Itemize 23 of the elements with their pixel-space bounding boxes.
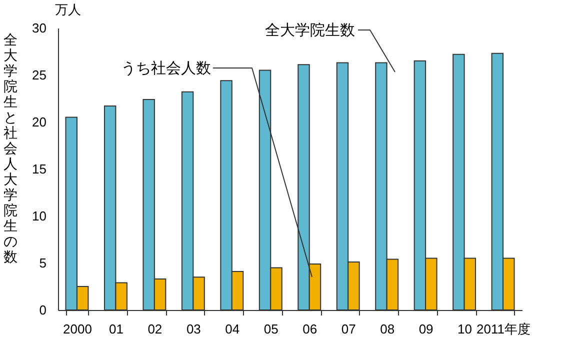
y-tick-label: 15: [32, 162, 46, 176]
y-tick-label: 0: [39, 302, 46, 318]
x-tick-label: 01: [108, 322, 124, 336]
x-tick-label: 04: [225, 322, 240, 336]
x-tick-label: 2000: [63, 322, 92, 336]
y-tick-label: 20: [32, 114, 46, 130]
y-tick-label: 5: [39, 256, 46, 270]
text: うち社会人数: [121, 60, 211, 77]
x-tick-label: 07: [341, 322, 356, 336]
text: 万人: [55, 2, 81, 17]
series-label: 全大学院生数: [265, 22, 355, 39]
x-tick-label: 09: [418, 322, 434, 336]
x-tick-label: 2011年度: [476, 322, 531, 336]
x-tick-label: 02: [148, 322, 162, 336]
x-tick-label: 10: [458, 322, 472, 336]
x-tick-label: 08: [380, 322, 395, 336]
x-tick-label: 03: [186, 322, 201, 336]
y-tick-label: 10: [32, 208, 46, 224]
y-tick-label: 25: [32, 68, 46, 82]
x-tick-label: 05: [264, 322, 278, 336]
text: 全大学院生と社会人大学院生の数: [4, 32, 18, 264]
x-tick-label: 06: [302, 322, 318, 336]
y-tick-label: 30: [32, 20, 46, 36]
